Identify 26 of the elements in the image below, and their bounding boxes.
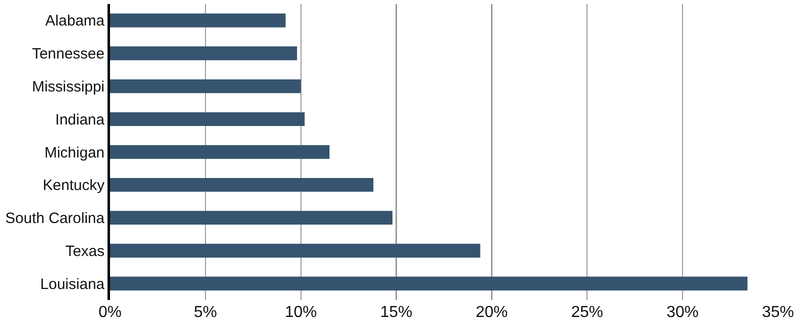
bar [110,14,286,28]
y-tick-label: Michigan [44,144,104,162]
x-tick-label: 10% [284,304,317,321]
y-tick-label: Mississippi [32,78,104,96]
y-tick-label: South Carolina [5,210,106,228]
bar [110,145,330,159]
y-tick-label: Louisiana [40,276,106,293]
bar [110,112,305,126]
bar [110,210,392,225]
x-tick-label: 25% [571,304,604,321]
x-tick-label: 5% [194,304,217,321]
bar [110,79,301,94]
y-tick-label: Texas [65,242,104,260]
x-tick-label: 35% [762,304,794,321]
bar [110,178,374,192]
bar [110,46,298,60]
x-tick-label: 15% [380,304,412,321]
bar [110,244,480,258]
bar [110,276,748,290]
y-tick-label: Indiana [55,111,106,128]
x-tick-label: 20% [476,304,508,321]
y-tick-label: Kentucky [42,177,105,194]
x-tick-label: 30% [666,304,699,321]
x-tick-label: 0% [98,304,122,321]
y-tick-label: Tennessee [32,46,104,63]
y-tick-label: Alabama [45,12,106,30]
